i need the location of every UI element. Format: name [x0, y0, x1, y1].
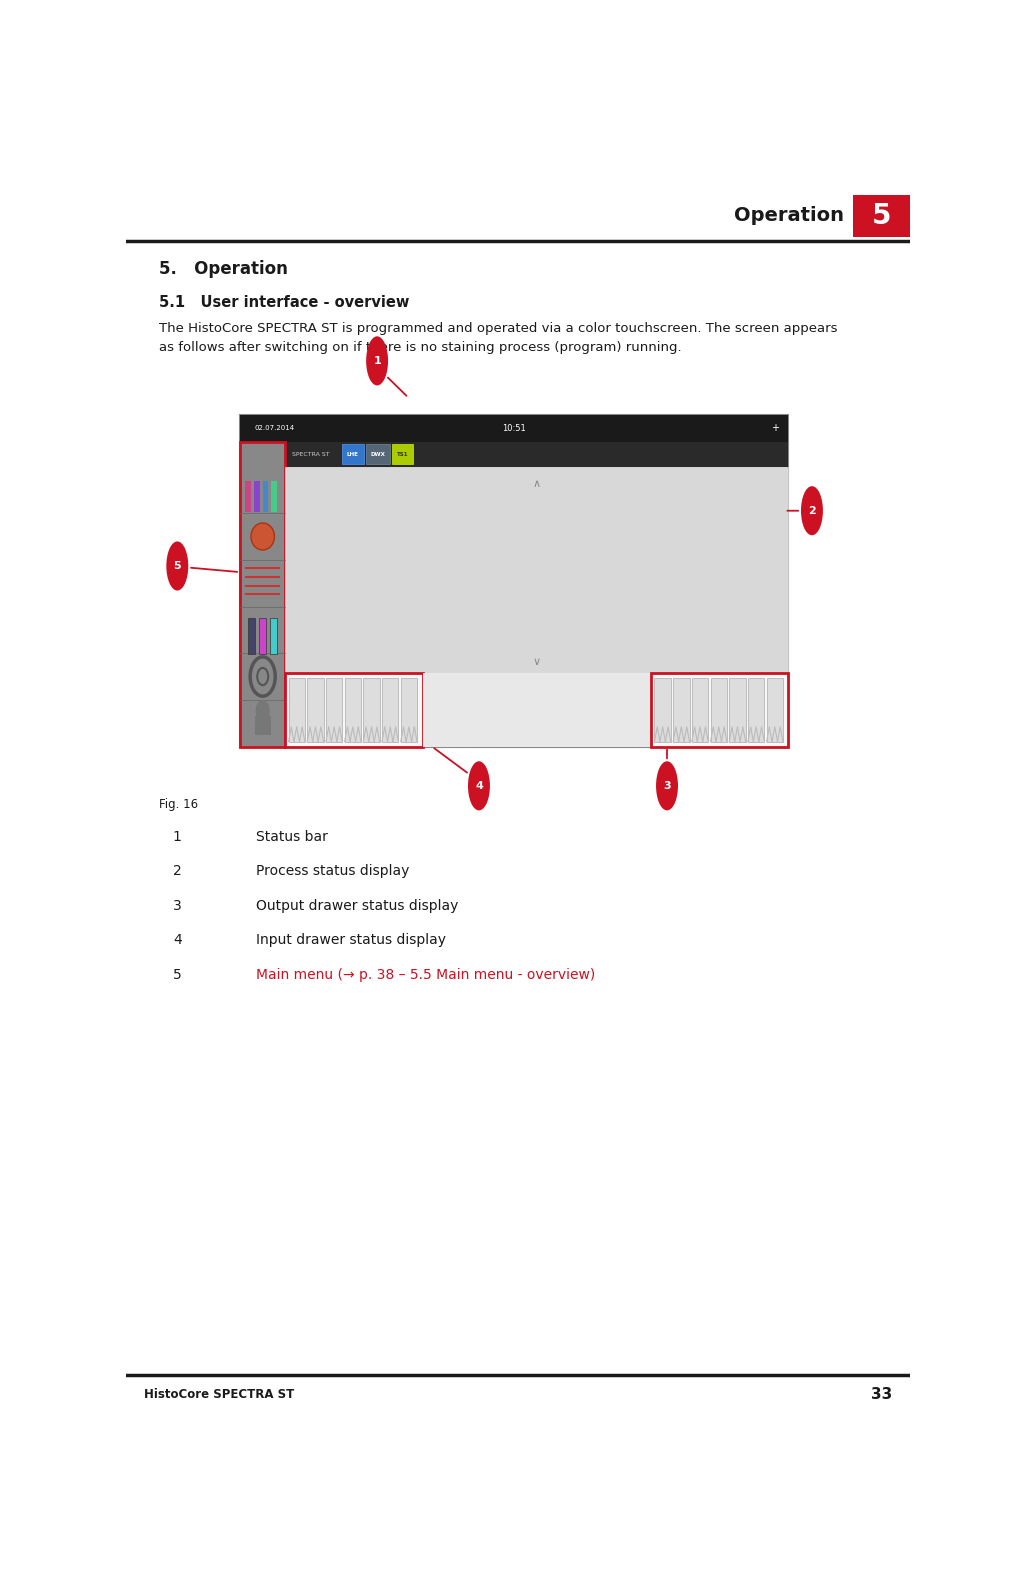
Text: 2: 2 — [808, 506, 816, 515]
Bar — [853, 195, 910, 236]
Bar — [240, 415, 789, 746]
Bar — [382, 678, 398, 742]
Bar — [673, 678, 690, 742]
Bar — [263, 482, 268, 512]
Text: 5: 5 — [173, 968, 182, 981]
Bar — [240, 442, 285, 746]
Bar — [240, 442, 789, 466]
Text: as follows after switching on if there is no staining process (program) running.: as follows after switching on if there i… — [160, 341, 681, 354]
Text: 33: 33 — [871, 1388, 893, 1402]
Bar — [423, 673, 651, 746]
Text: 1: 1 — [373, 356, 381, 365]
Bar — [729, 678, 745, 742]
Text: 02.07.2014: 02.07.2014 — [254, 426, 294, 431]
Text: 3: 3 — [663, 782, 671, 791]
Text: 5: 5 — [174, 561, 181, 571]
Text: 1: 1 — [173, 829, 182, 844]
Bar — [326, 678, 343, 742]
Bar — [748, 678, 764, 742]
Text: Output drawer status display: Output drawer status display — [256, 900, 458, 912]
Bar — [240, 415, 789, 442]
Ellipse shape — [251, 523, 274, 550]
Bar — [363, 678, 380, 742]
Bar — [711, 678, 727, 742]
Circle shape — [256, 700, 270, 723]
Ellipse shape — [167, 541, 188, 590]
Ellipse shape — [366, 337, 388, 386]
Text: +: + — [771, 423, 779, 434]
Ellipse shape — [656, 761, 678, 810]
Bar — [366, 445, 389, 464]
Bar — [692, 678, 708, 742]
Text: 10:51: 10:51 — [502, 424, 526, 432]
Text: Fig. 16: Fig. 16 — [160, 798, 198, 812]
Text: TS1: TS1 — [397, 451, 408, 456]
Text: LHE: LHE — [347, 451, 359, 456]
Bar — [392, 445, 413, 464]
Text: HistoCore SPECTRA ST: HistoCore SPECTRA ST — [144, 1389, 294, 1402]
Bar — [345, 678, 361, 742]
Bar — [285, 673, 423, 746]
Text: Main menu (→ p. 38 – 5.5 Main menu - overview): Main menu (→ p. 38 – 5.5 Main menu - ove… — [256, 968, 594, 981]
Text: Input drawer status display: Input drawer status display — [256, 933, 446, 947]
Bar — [246, 482, 251, 512]
Text: 2: 2 — [173, 864, 182, 879]
Bar — [248, 617, 255, 654]
Text: 5: 5 — [871, 203, 892, 230]
Ellipse shape — [468, 761, 490, 810]
Text: Status bar: Status bar — [256, 829, 328, 844]
Bar — [654, 678, 671, 742]
Text: ∨: ∨ — [533, 657, 541, 667]
Text: Operation: Operation — [734, 206, 844, 225]
Text: Process status display: Process status display — [256, 864, 409, 879]
Text: The HistoCore SPECTRA ST is programmed and operated via a color touchscreen. The: The HistoCore SPECTRA ST is programmed a… — [160, 322, 838, 335]
Text: 4: 4 — [173, 933, 182, 947]
Bar — [651, 673, 789, 746]
Bar — [285, 466, 789, 673]
Text: SPECTRA ST: SPECTRA ST — [292, 451, 330, 456]
Bar — [259, 617, 266, 654]
Bar — [270, 617, 277, 654]
Bar — [307, 678, 324, 742]
Text: 4: 4 — [475, 782, 483, 791]
Bar — [766, 678, 783, 742]
Text: 3: 3 — [173, 900, 182, 912]
Bar — [271, 482, 277, 512]
Bar — [400, 678, 418, 742]
Text: ∧: ∧ — [533, 478, 541, 488]
Bar — [254, 482, 260, 512]
Ellipse shape — [801, 486, 823, 536]
Bar — [288, 678, 305, 742]
Bar — [342, 445, 364, 464]
Bar — [255, 716, 271, 735]
Text: DWX: DWX — [370, 451, 385, 456]
Text: 5.1   User interface - overview: 5.1 User interface - overview — [160, 295, 409, 309]
Text: 5.   Operation: 5. Operation — [160, 260, 288, 278]
